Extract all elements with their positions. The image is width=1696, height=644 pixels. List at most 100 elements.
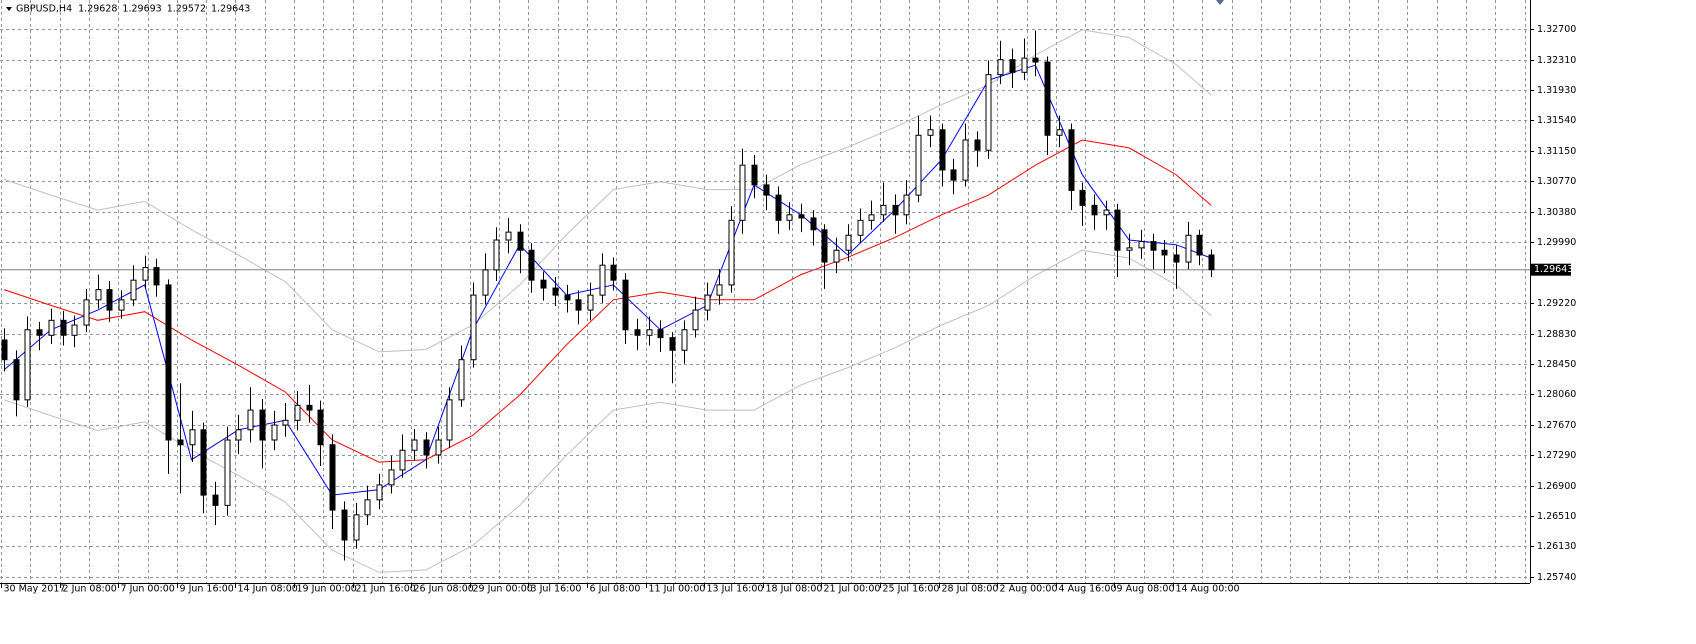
candle-body: [235, 429, 242, 441]
last-price-label: 1.29643: [1534, 264, 1573, 275]
x-tick-label: 2 Jun 08:00: [63, 584, 117, 595]
y-tick-label: 1.32700: [1537, 24, 1576, 35]
candle-body: [997, 59, 1004, 76]
y-tick-label: 1.25740: [1537, 572, 1576, 583]
candle-body: [1161, 249, 1168, 256]
x-tick-label: 29 Jun 00:00: [473, 584, 533, 595]
candle-body: [1091, 204, 1098, 216]
candle-body: [634, 329, 641, 336]
candle-body: [1208, 254, 1215, 271]
candle-body: [868, 214, 875, 221]
candle-body: [435, 439, 442, 456]
candle-body: [411, 439, 418, 451]
candle-body: [353, 514, 360, 541]
candle-body: [692, 309, 699, 331]
candle-body: [130, 279, 137, 301]
candle-body: [142, 267, 149, 281]
candle-body: [704, 294, 711, 311]
candle-body: [317, 409, 324, 446]
candle-body: [493, 239, 500, 271]
candle-body: [857, 219, 864, 236]
indicator-line: [3, 139, 1212, 463]
candle-body: [1173, 254, 1180, 263]
candle-body: [880, 204, 887, 216]
candle-body: [728, 219, 735, 286]
indicator-line: [3, 29, 1212, 353]
candle-body: [1009, 59, 1016, 73]
candle-body: [341, 509, 348, 541]
header: GBPUSD,H4 1.29628 1.29693 1.29572 1.29643: [6, 4, 250, 15]
candle-body: [446, 399, 453, 441]
x-tick-label: 7 Jun 00:00: [121, 584, 175, 595]
candle-body: [517, 231, 524, 251]
candle-body: [399, 449, 406, 471]
candle-body: [681, 329, 688, 351]
candle-body: [1150, 241, 1157, 251]
candle-body: [786, 214, 793, 221]
header-price: 1.29643: [211, 4, 250, 15]
candle-body: [95, 289, 102, 301]
x-tick-label: 2 Aug 00:00: [1000, 584, 1058, 595]
candle-body: [903, 194, 910, 216]
candle-body: [1032, 57, 1039, 63]
candle-body: [83, 299, 90, 326]
candle-body: [1196, 234, 1203, 256]
y-tick-label: 1.28450: [1537, 359, 1576, 370]
candle-body: [1114, 209, 1121, 251]
candle-body: [423, 439, 430, 456]
x-tick-label: 25 Jul 16:00: [883, 584, 940, 595]
candle-body: [36, 329, 43, 336]
candle-body: [1126, 247, 1133, 251]
candle-body: [271, 424, 278, 441]
candle-body: [200, 429, 207, 496]
candle-body: [165, 284, 172, 441]
axes: 1.32700 1.32310 1.31930 1.31540 1.31150 1.307…: [0, 0, 1576, 595]
candle-body: [306, 404, 313, 411]
candle-body: [48, 319, 55, 336]
candle-body: [1079, 189, 1086, 206]
x-tick-label: 30 May 2017: [4, 584, 66, 595]
y-tick-label: 1.26130: [1537, 541, 1576, 552]
candle-body: [927, 129, 934, 136]
candle-body: [294, 404, 301, 421]
y-tick-label: 1.32310: [1537, 55, 1576, 66]
candle-body: [153, 267, 160, 286]
candle-body: [528, 249, 535, 281]
candle-body: [376, 484, 383, 501]
x-tick-label: 14 Aug 00:00: [1176, 584, 1240, 595]
candle-body: [610, 264, 617, 281]
candle-body: [118, 299, 125, 311]
x-tick-label: 9 Aug 08:00: [1117, 584, 1175, 595]
candle-body: [739, 164, 746, 221]
candle-body: [833, 249, 840, 263]
candle-body: [71, 324, 78, 336]
y-tick-label: 1.28830: [1537, 329, 1576, 340]
candle-body: [939, 129, 946, 171]
grid: [0, 0, 1530, 583]
candle-body: [775, 194, 782, 221]
candle-body: [657, 329, 664, 339]
candle-body: [962, 139, 969, 181]
candle-body: [60, 319, 67, 336]
candle-body: [950, 169, 957, 181]
candle-body: [458, 359, 465, 401]
candle-body: [646, 329, 653, 336]
candle-body: [247, 409, 254, 431]
header-price: 1.29572: [167, 4, 206, 15]
menu-triangle: [6, 7, 12, 11]
candle-body: [189, 429, 196, 446]
x-tick-label: 6 Jul 08:00: [590, 584, 641, 595]
candle-body: [1068, 129, 1075, 191]
candle-body: [669, 337, 676, 351]
candle-body: [974, 139, 981, 151]
candle-body: [751, 164, 758, 186]
candle-body: [1021, 57, 1028, 73]
y-tick-label: 1.26510: [1537, 511, 1576, 522]
candle-body: [575, 299, 582, 311]
x-tick-label: 4 Aug 16:00: [1059, 584, 1117, 595]
x-tick-label: 11 Jul 00:00: [649, 584, 706, 595]
x-tick-label: 13 Jul 16:00: [707, 584, 764, 595]
candle-body: [587, 294, 594, 311]
